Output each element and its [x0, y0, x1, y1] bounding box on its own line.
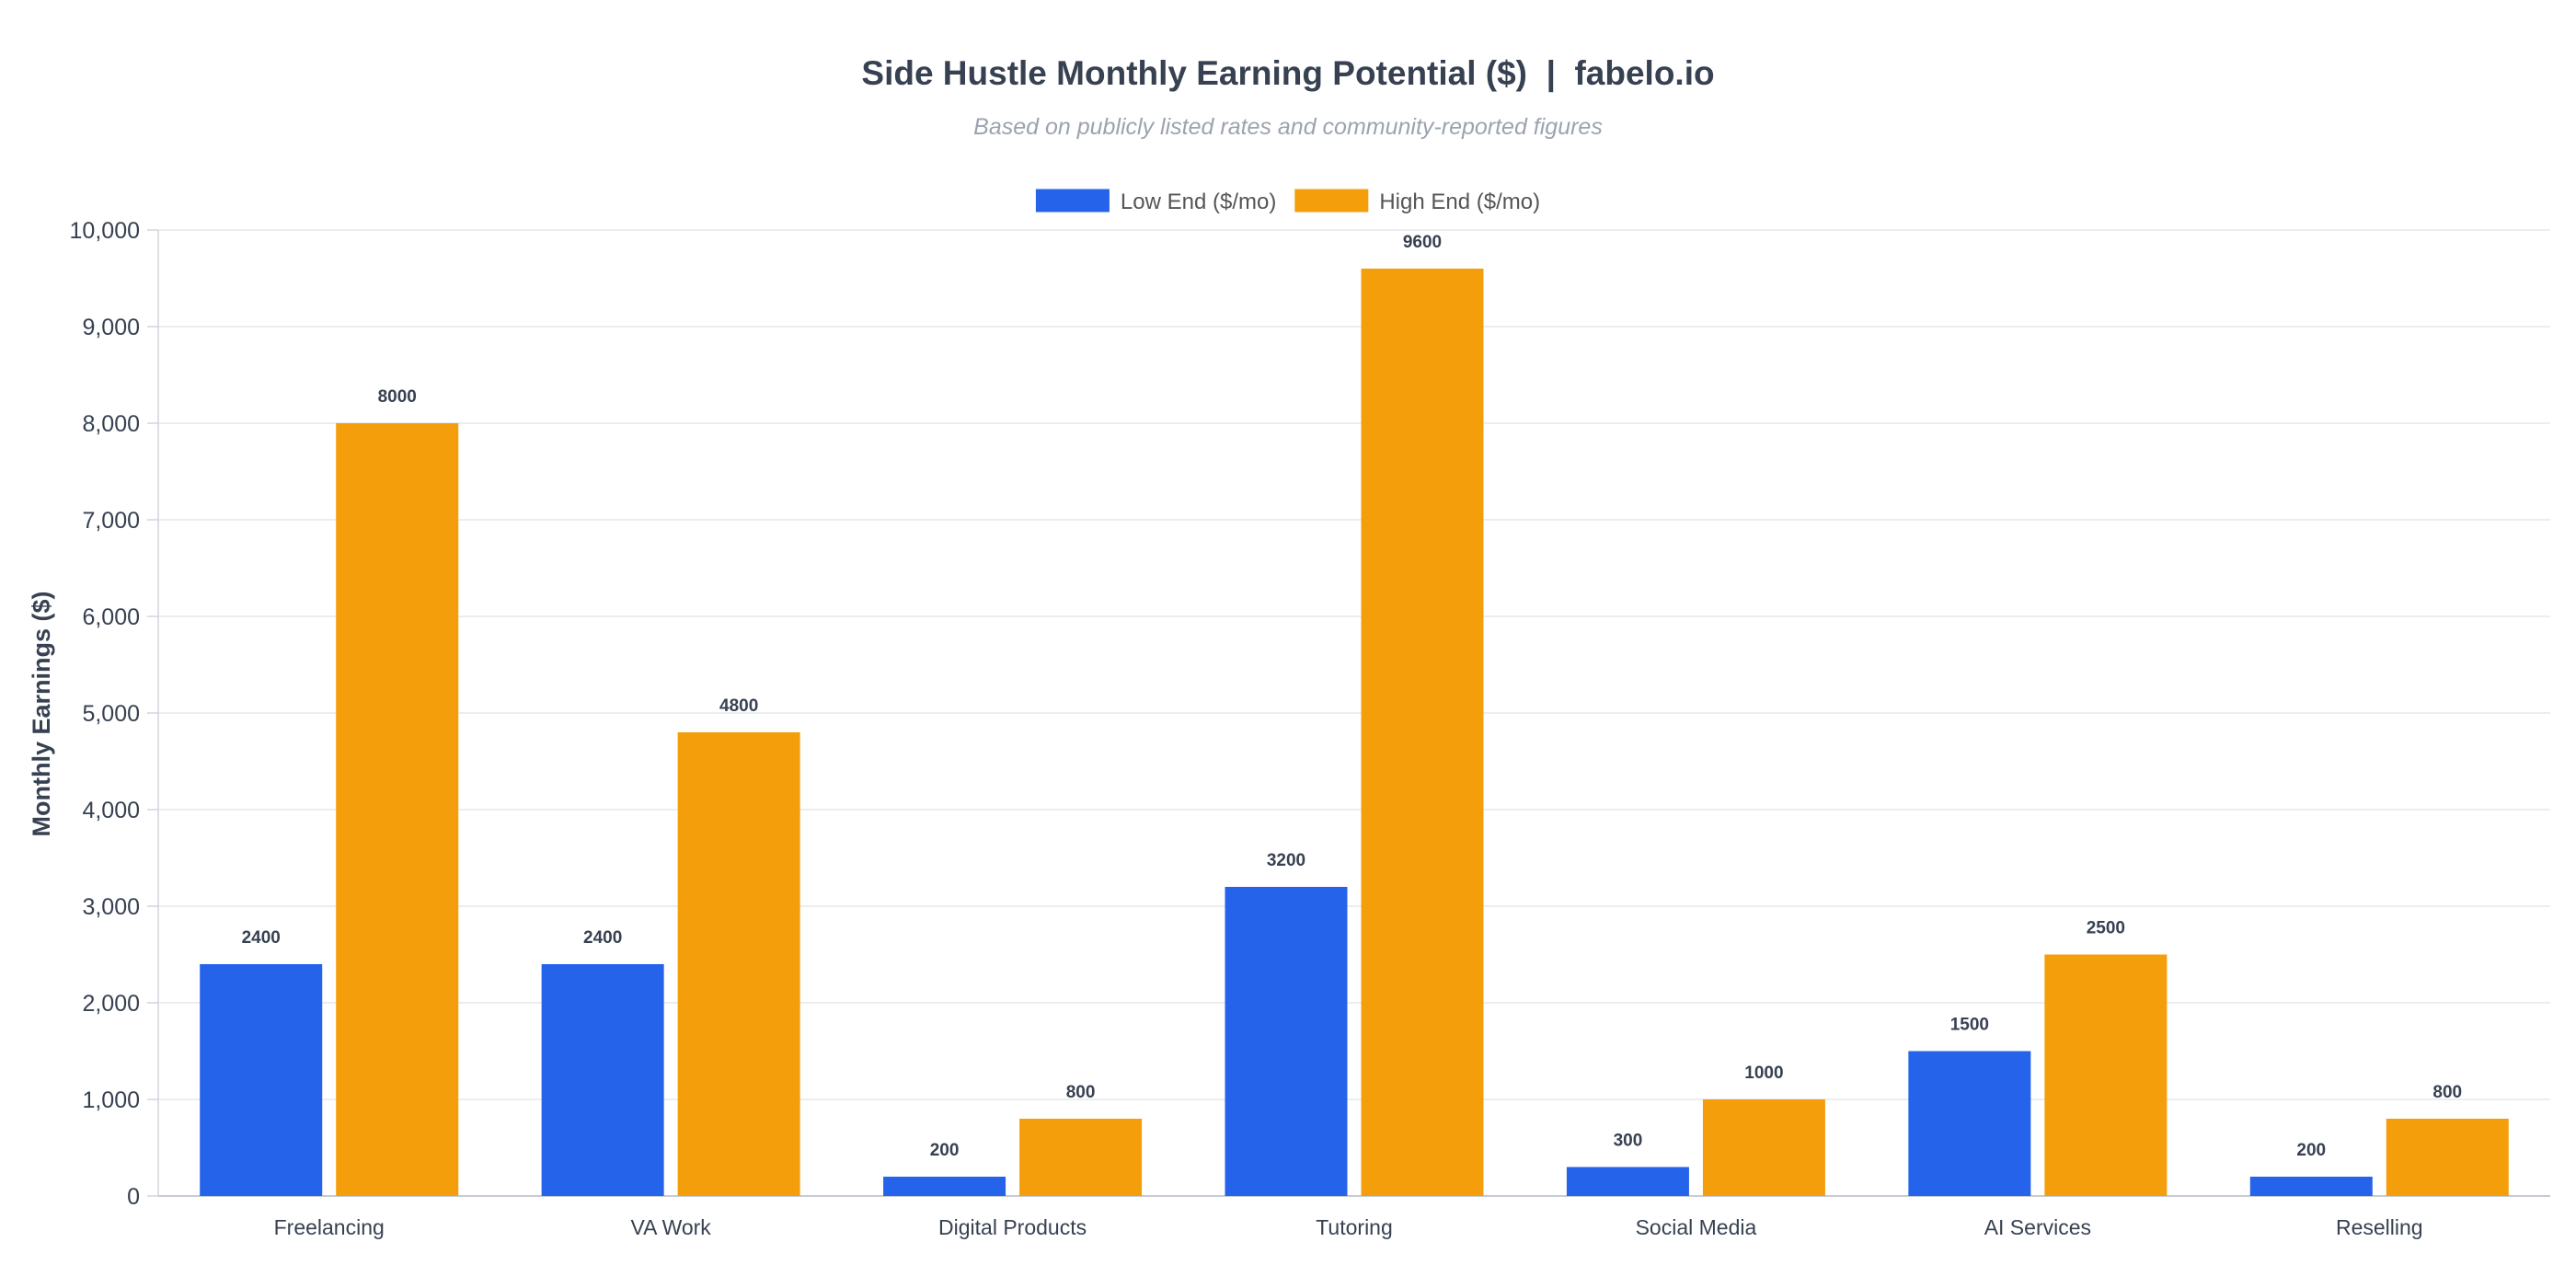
data-label: 800 — [1066, 1083, 1096, 1102]
y-tick-label: 0 — [127, 1184, 140, 1210]
y-axis-label: Monthly Earnings ($) — [28, 591, 55, 836]
bar — [1019, 1119, 1143, 1196]
legend: Low End ($/mo) High End ($/mo) — [1035, 189, 1540, 214]
data-label: 8000 — [378, 387, 417, 407]
y-tick-label: 6,000 — [82, 604, 140, 630]
x-tick-label: AI Services — [1984, 1215, 2091, 1239]
data-label: 3200 — [1267, 851, 1305, 870]
x-tick-label: VA Work — [630, 1215, 711, 1239]
chart-title: Side Hustle Monthly Earning Potential ($… — [861, 54, 1714, 93]
bar — [1225, 887, 1348, 1196]
bar — [677, 732, 800, 1196]
data-label: 2400 — [242, 928, 281, 948]
bar — [200, 964, 323, 1196]
data-label: 1500 — [1950, 1016, 1989, 1035]
data-label: 1000 — [1744, 1064, 1783, 1083]
x-tick-label: Reselling — [2336, 1215, 2423, 1239]
y-tick-label: 4,000 — [82, 798, 140, 823]
legend-swatch — [1035, 189, 1110, 213]
data-label: 2500 — [2087, 919, 2125, 938]
bar — [883, 1177, 1006, 1196]
data-label: 2400 — [583, 928, 622, 948]
y-tick-label: 3,000 — [82, 894, 140, 920]
data-label: 9600 — [1403, 233, 1442, 252]
y-tick-label: 7,000 — [82, 508, 140, 534]
x-tick-label: Tutoring — [1316, 1215, 1393, 1239]
data-label: 4800 — [719, 696, 758, 716]
bars: 2400 8000 2400 4800 200 800 3200 9600 300 1000 150… — [200, 233, 2509, 1196]
y-tick-label: 9,000 — [82, 315, 140, 340]
chart-subtitle: Based on publicly listed rates and commu… — [973, 114, 1603, 140]
y-tick-label: 5,000 — [82, 701, 140, 727]
data-label: 800 — [2432, 1083, 2462, 1102]
y-tick-label: 10,000 — [70, 218, 140, 244]
y-axis-ticks: 0 1,000 2,000 3,000 4,000 5,000 6,000 7,000 8,00… — [70, 218, 159, 1210]
y-tick-label: 1,000 — [82, 1087, 140, 1113]
bar — [1702, 1099, 1825, 1196]
legend-label: High End ($/mo) — [1379, 190, 1540, 214]
bar — [2386, 1119, 2509, 1196]
bar — [1361, 269, 1484, 1196]
legend-swatch — [1294, 189, 1369, 213]
bar — [541, 964, 664, 1196]
legend-label: Low End ($/mo) — [1121, 190, 1276, 214]
bar — [2044, 954, 2168, 1196]
bar — [1908, 1051, 2031, 1196]
bar — [336, 423, 459, 1196]
grid-lines — [158, 229, 2550, 1197]
data-label: 200 — [930, 1141, 960, 1160]
y-tick-label: 8,000 — [82, 411, 140, 437]
data-label: 200 — [2296, 1141, 2326, 1160]
x-tick-label: Digital Products — [938, 1215, 1087, 1239]
x-tick-label: Social Media — [1636, 1215, 1757, 1239]
y-tick-label: 2,000 — [82, 991, 140, 1017]
bar — [2249, 1177, 2373, 1196]
bar — [1566, 1167, 1689, 1196]
x-tick-label: Freelancing — [274, 1215, 385, 1239]
x-axis-ticks: Freelancing VA Work Digital Products Tutori… — [274, 1215, 2423, 1239]
data-label: 300 — [1614, 1132, 1643, 1151]
